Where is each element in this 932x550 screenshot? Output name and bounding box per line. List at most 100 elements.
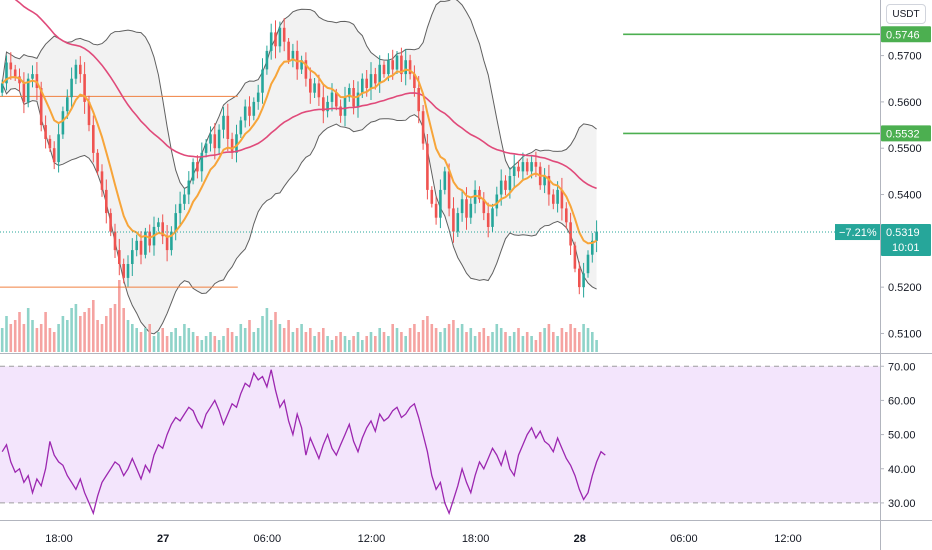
- volume-bar: [213, 336, 217, 352]
- rsi-tick-label: 70.00: [888, 361, 916, 373]
- candle-body: [530, 162, 533, 172]
- candle-body: [282, 27, 286, 42]
- volume-bar: [495, 324, 499, 352]
- candle-body: [421, 111, 425, 144]
- candle-body: [586, 254, 590, 274]
- volume-bar: [560, 328, 564, 352]
- volume-bar: [304, 332, 308, 352]
- volume-bar: [382, 332, 386, 352]
- volume-bar: [365, 336, 368, 352]
- candle-body: [287, 41, 290, 61]
- candle-body: [126, 264, 130, 278]
- volume-bar: [222, 336, 225, 352]
- candle-body: [213, 134, 217, 149]
- last-price-badge: [881, 224, 931, 257]
- volume-bar: [274, 312, 277, 352]
- volume-bar: [282, 328, 286, 352]
- time-axis[interactable]: 18:00 27 06:00 12:00 18:00 28 06:00 12:00: [45, 533, 802, 545]
- price-axis[interactable]: 0.57000.56000.55000.54000.53000.52000.51…: [880, 51, 922, 510]
- volume-bar: [191, 332, 195, 352]
- candle-body: [417, 88, 420, 112]
- level-badge-label: 0.5532: [886, 128, 920, 140]
- candle-body: [183, 194, 186, 204]
- candle-body: [235, 134, 238, 153]
- volume-bar: [70, 308, 73, 352]
- volume-bar: [586, 328, 590, 352]
- horizontal-levels[interactable]: [623, 33, 880, 135]
- candle-body: [447, 171, 451, 209]
- candlesticks: [0, 18, 598, 298]
- candle-body: [404, 60, 407, 75]
- level-badge-label: 0.5746: [886, 29, 920, 41]
- time-tick-label: 06:00: [670, 533, 698, 545]
- volume-bar: [534, 340, 538, 352]
- volume-bar: [322, 328, 325, 352]
- candle-body: [552, 194, 555, 204]
- candle-body: [521, 162, 525, 172]
- candle-body: [391, 60, 394, 70]
- volume-bar: [239, 324, 243, 352]
- candle-body: [504, 180, 507, 190]
- volume-bar: [443, 328, 447, 352]
- candle-body: [204, 143, 208, 153]
- candle-body: [460, 199, 464, 214]
- candle-body: [356, 92, 360, 107]
- volume-bar: [469, 328, 473, 352]
- rsi-tick-label: 60.00: [888, 395, 916, 407]
- currency-button[interactable]: USDT: [886, 4, 926, 24]
- volume-bar: [122, 308, 125, 352]
- candle-body: [18, 76, 21, 84]
- volume-bar: [0, 328, 4, 352]
- volume-bar: [421, 320, 425, 352]
- volume-bar: [66, 320, 69, 352]
- volume-bar: [9, 324, 13, 352]
- candle-body: [191, 162, 195, 181]
- slow-moving-average: [14, 0, 597, 190]
- volume-bar: [235, 336, 238, 352]
- volume-bar: [525, 332, 529, 352]
- candle-body: [317, 83, 321, 98]
- volume-bar: [499, 328, 503, 352]
- volume-bar: [256, 328, 260, 352]
- volume-bar: [113, 304, 117, 352]
- candle-body: [0, 83, 4, 93]
- volume-bar: [139, 332, 143, 352]
- volume-bar: [313, 336, 316, 352]
- price-tick-label: 0.5700: [888, 51, 922, 63]
- candle-body: [478, 189, 481, 200]
- candle-body: [556, 189, 559, 204]
- candle-body: [512, 166, 516, 176]
- candle-body: [335, 92, 338, 107]
- volume-bar: [148, 324, 151, 352]
- candle-body: [295, 50, 299, 70]
- price-tick-label: 0.5400: [888, 190, 922, 202]
- volume-bar: [395, 328, 399, 352]
- candle-body: [256, 92, 260, 102]
- volume-bar: [530, 336, 533, 352]
- band-fill: [2, 0, 597, 334]
- volume-bar: [547, 324, 551, 352]
- candle-body: [339, 106, 342, 116]
- volume-bar: [144, 328, 147, 352]
- price-tick-label: 0.5600: [888, 97, 922, 109]
- candle-body: [118, 250, 121, 264]
- candle-body: [348, 88, 351, 98]
- time-tick-label: 12:00: [774, 533, 802, 545]
- candle-body: [44, 125, 47, 139]
- time-tick-label: 18:00: [462, 533, 490, 545]
- price-tick-label: 0.5200: [888, 282, 922, 294]
- volume-bar: [369, 332, 373, 352]
- candle-body: [443, 171, 447, 190]
- volume-bar: [552, 332, 555, 352]
- volume-bar: [252, 332, 256, 352]
- candle-body: [534, 162, 538, 167]
- candle-body: [200, 152, 204, 172]
- volume-bar: [413, 324, 416, 352]
- volume-bar: [330, 340, 334, 352]
- candle-body: [395, 55, 399, 70]
- volume-bar: [131, 324, 134, 352]
- volume-bar: [265, 308, 269, 352]
- candle-body: [456, 213, 460, 232]
